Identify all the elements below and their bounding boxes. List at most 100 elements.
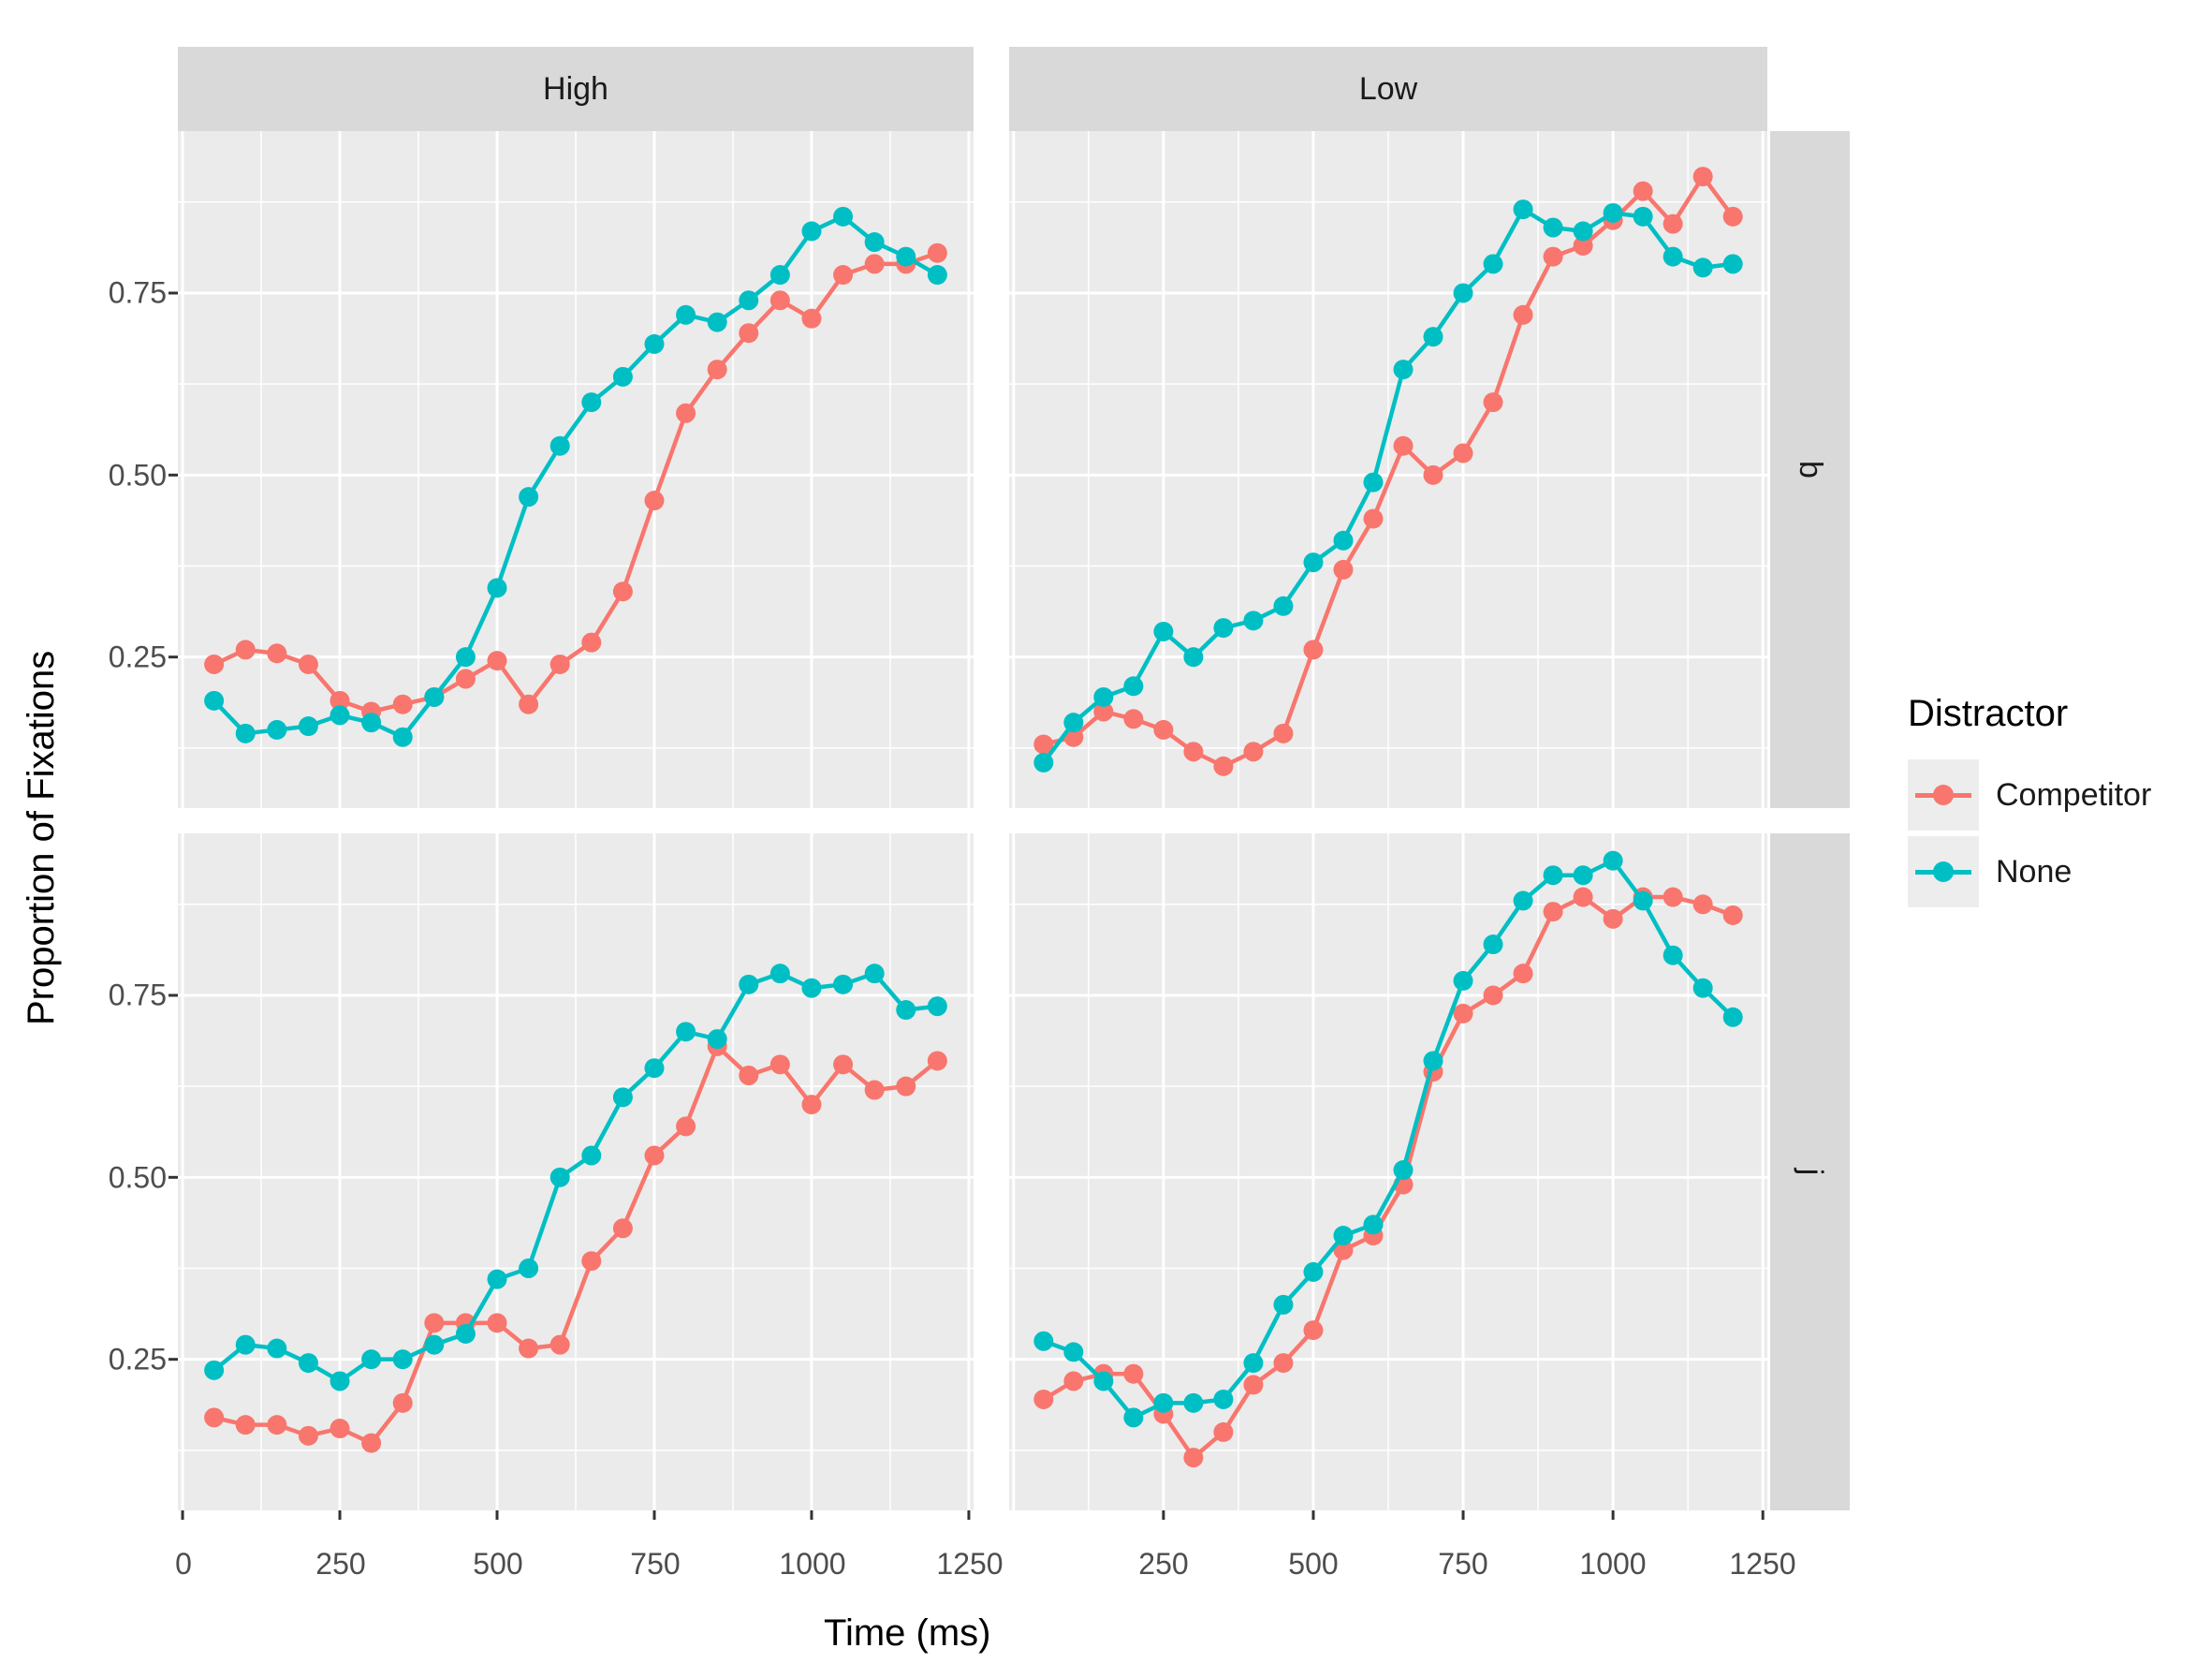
data-point-none <box>707 1029 727 1050</box>
data-point-competitor <box>424 1313 445 1333</box>
data-point-competitor <box>1183 1448 1204 1468</box>
data-point-competitor <box>204 654 225 674</box>
data-point-competitor <box>361 1433 382 1453</box>
data-point-none <box>676 1022 696 1042</box>
data-point-competitor <box>864 1080 885 1100</box>
data-point-competitor <box>235 1415 256 1435</box>
panel-high-b <box>178 131 974 808</box>
data-point-competitor <box>298 1425 318 1446</box>
data-point-none <box>1243 1353 1264 1374</box>
data-point-competitor <box>1573 235 1593 256</box>
data-point-none <box>519 487 539 508</box>
data-point-none <box>267 1338 287 1359</box>
data-point-none <box>1153 621 1174 641</box>
data-point-none <box>1722 1007 1743 1027</box>
data-point-none <box>769 964 790 984</box>
data-point-none <box>1093 686 1114 707</box>
data-point-competitor <box>801 308 822 329</box>
axis-ticks <box>168 291 1765 1520</box>
data-point-none <box>739 974 759 994</box>
data-point-none <box>204 1360 225 1380</box>
data-point-none <box>1663 945 1683 965</box>
data-point-none <box>581 1145 602 1166</box>
data-point-none <box>927 265 947 286</box>
data-point-competitor <box>1483 392 1503 413</box>
data-point-competitor <box>833 265 854 286</box>
data-point-competitor <box>644 1145 665 1166</box>
data-point-competitor <box>769 290 790 311</box>
data-point-competitor <box>298 654 318 674</box>
data-point-none <box>1393 1160 1414 1181</box>
data-point-none <box>1273 596 1294 616</box>
data-point-competitor <box>1063 1371 1084 1391</box>
data-point-none <box>896 246 916 267</box>
data-point-competitor <box>267 1415 287 1435</box>
data-point-competitor <box>204 1407 225 1428</box>
data-point-competitor <box>801 1095 822 1115</box>
data-point-competitor <box>392 1392 413 1413</box>
data-point-competitor <box>833 1054 854 1075</box>
data-point-none <box>1663 246 1683 267</box>
data-point-none <box>1603 202 1623 223</box>
data-point-none <box>1633 206 1653 227</box>
data-point-competitor <box>1483 985 1503 1006</box>
data-point-competitor <box>267 643 287 664</box>
data-point-none <box>1033 752 1054 773</box>
data-point-none <box>487 1269 507 1289</box>
data-point-none <box>896 1000 916 1021</box>
data-point-none <box>549 435 570 456</box>
data-point-none <box>1513 890 1533 911</box>
data-point-none <box>392 727 413 747</box>
data-point-none <box>455 1323 476 1344</box>
panel-high-j <box>178 833 974 1510</box>
data-point-competitor <box>1303 1320 1324 1341</box>
data-point-competitor <box>1453 443 1473 464</box>
data-point-competitor <box>581 1251 602 1272</box>
data-point-competitor <box>1093 701 1114 722</box>
data-point-competitor <box>549 1334 570 1355</box>
data-point-competitor <box>769 1054 790 1075</box>
data-point-competitor <box>644 491 665 511</box>
data-point-none <box>1333 530 1354 551</box>
data-point-none <box>424 1334 445 1355</box>
data-point-competitor <box>581 632 602 653</box>
data-point-none <box>612 366 633 387</box>
data-point-competitor <box>739 323 759 344</box>
data-point-none <box>1153 1392 1174 1413</box>
data-point-none <box>487 578 507 598</box>
data-point-competitor <box>927 1051 947 1071</box>
data-point-none <box>644 1058 665 1079</box>
data-point-none <box>298 716 318 737</box>
data-point-none <box>424 686 445 707</box>
data-point-competitor <box>1513 964 1533 984</box>
data-point-none <box>1453 283 1473 303</box>
data-point-competitor <box>519 694 539 714</box>
data-point-competitor <box>1663 213 1683 234</box>
data-point-none <box>361 1349 382 1370</box>
data-point-none <box>1573 221 1593 242</box>
data-point-none <box>1243 611 1264 631</box>
data-point-none <box>1273 1294 1294 1315</box>
data-point-none <box>1692 258 1713 278</box>
data-point-none <box>1093 1371 1114 1391</box>
data-point-none <box>235 723 256 743</box>
data-point-competitor <box>1722 905 1743 925</box>
data-point-competitor <box>1423 464 1443 485</box>
data-point-competitor <box>676 403 696 423</box>
data-point-competitor <box>1543 246 1563 267</box>
data-point-none <box>1722 254 1743 274</box>
data-point-none <box>204 690 225 711</box>
data-point-none <box>1213 1389 1234 1409</box>
data-point-none <box>864 964 885 984</box>
data-point-none <box>298 1353 318 1374</box>
data-point-none <box>1033 1331 1054 1351</box>
data-point-none <box>801 978 822 998</box>
data-point-competitor <box>1213 1421 1234 1442</box>
data-point-competitor <box>1303 640 1324 660</box>
data-point-competitor <box>330 690 350 711</box>
data-point-none <box>1063 1342 1084 1362</box>
data-point-competitor <box>612 1218 633 1239</box>
data-point-none <box>707 312 727 332</box>
data-point-none <box>612 1087 633 1108</box>
data-point-competitor <box>1033 1389 1054 1409</box>
